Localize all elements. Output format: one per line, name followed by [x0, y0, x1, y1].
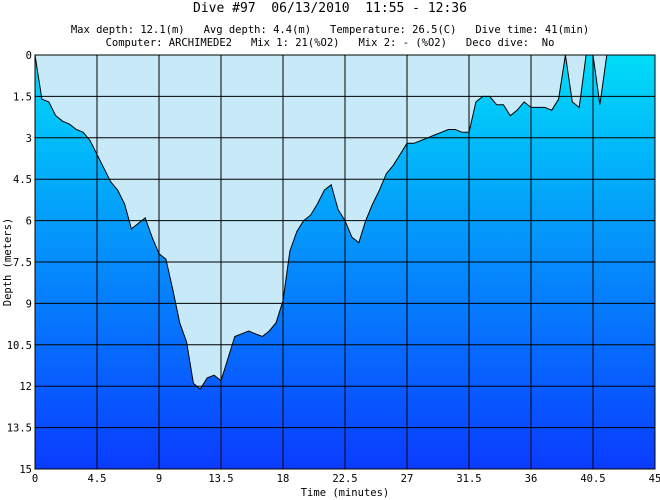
- y-tick-label: 10.5: [7, 340, 32, 352]
- x-tick-label: 18: [277, 473, 290, 485]
- x-tick-label: 45: [649, 473, 660, 485]
- dive-info-line-1: Max depth: 12.1(m) Avg depth: 4.4(m) Tem…: [70, 24, 590, 36]
- dive-info-line-2: Computer: ARCHIMEDE2 Mix 1: 21(%O2) Mix …: [105, 37, 555, 49]
- y-tick-label: 3: [26, 133, 32, 145]
- x-tick-label: 13.5: [208, 473, 233, 485]
- chart-title: Dive #97 06/13/2010 11:55 - 12:36: [193, 1, 467, 16]
- x-tick-label: 4.5: [88, 473, 107, 485]
- x-axis-ticks: 0 4.5 9 13.5 18 22.5 27 31.5 36 40.5 45: [32, 473, 660, 485]
- x-tick-label: 36: [525, 473, 538, 485]
- y-tick-label: 4.5: [13, 174, 32, 186]
- y-tick-label: 12: [19, 381, 32, 393]
- grid-lines: [35, 55, 655, 469]
- x-axis-label: Time (minutes): [301, 487, 390, 499]
- y-axis-ticks: 0 1.5 3 4.5 6 7.5 9 10.5 12 13.5 15: [7, 50, 32, 476]
- y-tick-label: 13.5: [7, 423, 32, 435]
- y-axis-label: Depth (meters): [2, 218, 14, 307]
- x-tick-label: 40.5: [580, 473, 605, 485]
- x-tick-label: 0: [32, 473, 38, 485]
- air-area: [35, 55, 607, 389]
- depth-profile-line: [34, 54, 608, 390]
- y-tick-label: 6: [26, 216, 32, 228]
- x-tick-label: 22.5: [332, 473, 357, 485]
- x-tick-label: 27: [401, 473, 414, 485]
- x-tick-label: 31.5: [456, 473, 481, 485]
- x-tick-label: 9: [156, 473, 162, 485]
- plot-frame: [34, 54, 656, 470]
- y-tick-label: 0: [26, 50, 32, 62]
- y-tick-label: 1.5: [13, 91, 32, 103]
- y-tick-label: 7.5: [13, 257, 32, 269]
- y-tick-label: 15: [19, 464, 32, 476]
- y-tick-label: 9: [26, 298, 32, 310]
